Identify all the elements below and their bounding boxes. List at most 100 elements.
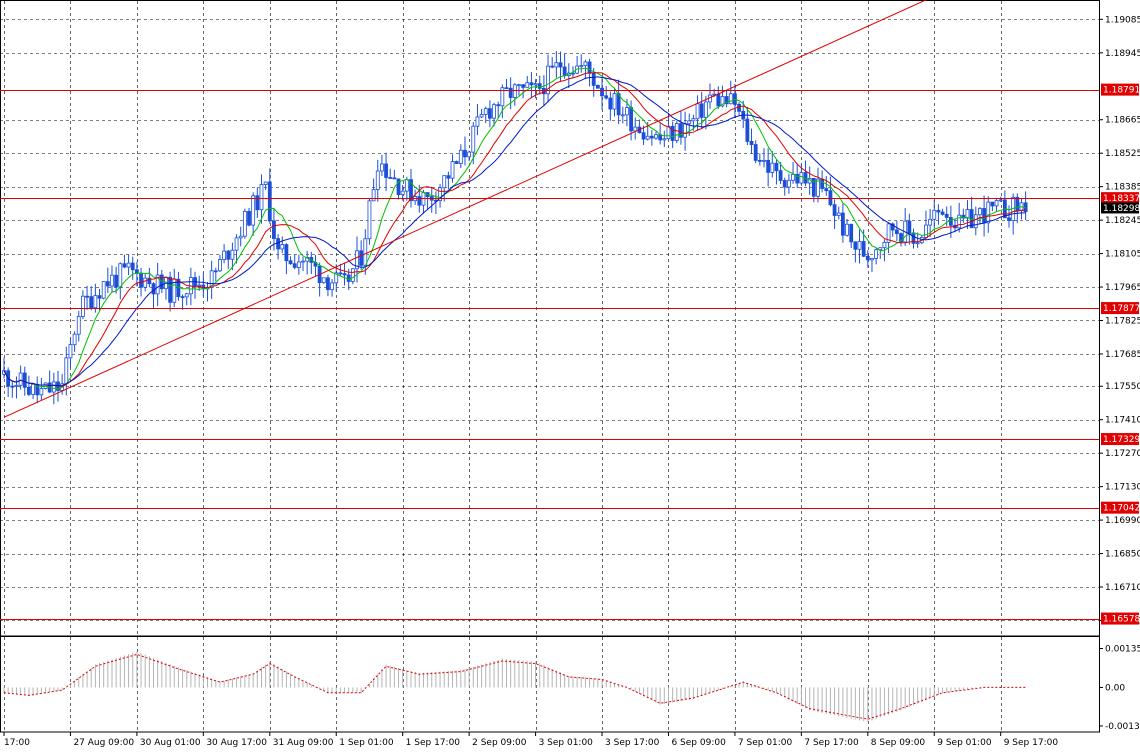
drawn-lines[interactable] <box>0 0 1099 620</box>
candle-body <box>51 381 56 393</box>
candle-body <box>31 383 35 395</box>
candle <box>654 131 658 141</box>
candle-body <box>1015 196 1020 212</box>
candle-body <box>475 116 480 127</box>
candle-body <box>89 296 94 309</box>
candle-body <box>467 151 472 158</box>
candle <box>620 106 625 124</box>
candle-body <box>483 108 488 115</box>
candle-body <box>629 107 633 132</box>
candle-body <box>521 84 526 88</box>
candle-body <box>143 277 148 288</box>
candle <box>604 85 609 100</box>
candle-body <box>695 103 700 120</box>
candle <box>255 187 260 218</box>
candle-body <box>670 125 675 141</box>
candle-body <box>76 316 81 335</box>
candle <box>321 277 326 284</box>
level-label-bg <box>1101 501 1139 514</box>
candle-body <box>633 126 638 132</box>
candle-body <box>263 181 268 185</box>
candle-body <box>222 250 227 261</box>
candle-body <box>27 386 31 395</box>
price-tick-label: 1.16850 <box>1105 550 1140 560</box>
candle <box>458 144 463 168</box>
candle-body <box>487 108 492 119</box>
candle-body <box>101 281 106 299</box>
candle <box>998 196 1003 202</box>
candle-body <box>118 263 123 288</box>
candle-body <box>674 123 679 141</box>
price-tick-label: 1.17410 <box>1105 416 1140 426</box>
candle-body <box>932 209 937 220</box>
candle <box>39 377 44 401</box>
candle <box>247 207 251 227</box>
candle-body <box>209 270 214 288</box>
candle <box>93 283 98 313</box>
candle-body <box>492 104 496 119</box>
candle <box>326 274 330 297</box>
candle-body <box>911 232 916 244</box>
candle <box>388 168 393 179</box>
time-tick-label: 30 Aug 01:00 <box>140 738 201 748</box>
candle-body <box>816 178 820 197</box>
level-label: 1.17042 <box>1103 504 1140 514</box>
candle-body <box>321 277 326 283</box>
price-tick-label: 1.18665 <box>1105 116 1140 126</box>
candle-body <box>68 344 73 359</box>
candle <box>380 154 384 177</box>
time-tick-label: 1 Sep 17:00 <box>406 738 461 748</box>
candle-body <box>824 188 829 192</box>
candle-body <box>907 220 912 234</box>
candle <box>816 167 820 203</box>
candle-body <box>184 293 189 298</box>
osc-tick-label: 0.001355 <box>1105 644 1140 654</box>
candle-body <box>791 173 795 181</box>
trend-line[interactable] <box>3 0 997 418</box>
candle <box>238 226 243 247</box>
candle-body <box>928 218 933 226</box>
candle <box>699 91 704 129</box>
candle <box>537 75 542 95</box>
candle <box>994 198 999 212</box>
candle <box>330 279 334 297</box>
candle-body <box>986 201 991 224</box>
candle-body <box>770 162 775 173</box>
candle-body <box>616 93 621 116</box>
candle-body <box>554 62 559 68</box>
candle <box>442 175 447 202</box>
candle-body <box>259 184 264 211</box>
candle-body <box>533 83 538 86</box>
candle-body <box>762 159 766 162</box>
candle <box>512 83 517 106</box>
candle <box>76 310 81 342</box>
candle <box>1007 205 1011 228</box>
candle-body <box>874 249 879 259</box>
candle-body <box>512 84 517 98</box>
candle <box>18 365 23 390</box>
candle-body <box>861 241 866 257</box>
candle <box>583 59 588 80</box>
candle-body <box>334 272 339 284</box>
candle-body <box>537 83 542 89</box>
candle-body <box>400 190 405 196</box>
candle <box>674 121 679 144</box>
candle-body <box>39 388 44 396</box>
candle <box>475 103 480 136</box>
candle-body <box>168 276 173 303</box>
candle <box>612 87 617 117</box>
candle-body <box>845 223 849 236</box>
candle-body <box>998 199 1003 202</box>
candle-body <box>649 135 654 139</box>
candle <box>554 51 559 78</box>
candle <box>68 337 73 369</box>
candle-body <box>14 384 19 387</box>
candle <box>762 148 766 168</box>
candle-body <box>326 277 330 291</box>
candle-body <box>600 87 604 97</box>
candle-body <box>338 272 343 275</box>
candle <box>521 84 526 99</box>
level-label: 1.17877 <box>1103 304 1140 314</box>
